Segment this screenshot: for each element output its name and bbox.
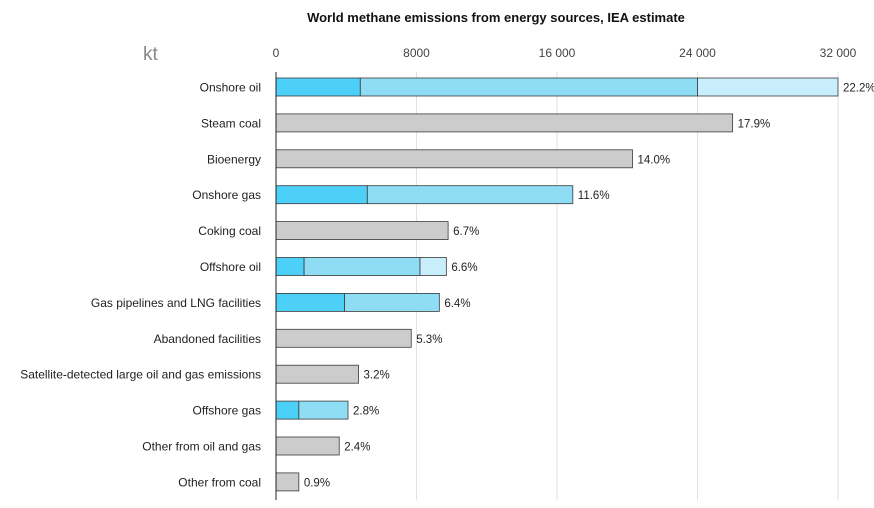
- category-label: Satellite-detected large oil and gas emi…: [20, 368, 261, 382]
- bar-segment: [275, 77, 361, 97]
- bar-segment: [419, 257, 447, 276]
- x-tick-label: 0: [273, 46, 280, 60]
- bar-segment: [344, 292, 440, 312]
- category-label: Onshore oil: [200, 81, 261, 95]
- share-label: 0.9%: [304, 477, 330, 489]
- bar-segment: [697, 77, 839, 97]
- category-label: Offshore gas: [193, 404, 261, 418]
- category-label: Coking coal: [198, 224, 261, 238]
- bar-segment: [275, 257, 305, 276]
- grid-lines: [416, 72, 839, 500]
- share-label: 2.4%: [344, 442, 370, 454]
- bar-segment: [359, 77, 698, 97]
- x-axis-ticks: 0 8000 16 000 24 000 32 000: [273, 46, 857, 60]
- bar-segment: [275, 149, 633, 169]
- bar-segment: [275, 221, 449, 241]
- category-label: Onshore gas: [192, 188, 261, 202]
- share-label: 17.9%: [738, 118, 771, 130]
- bar-segment: [275, 292, 345, 312]
- share-label: 6.6%: [451, 262, 477, 274]
- share-label: 14.0%: [638, 154, 671, 166]
- category-label: Abandoned facilities: [154, 332, 261, 346]
- bar-segment: [275, 328, 412, 348]
- bar-segment: [303, 257, 421, 276]
- category-label: Other from oil and gas: [142, 440, 261, 454]
- share-label: 3.2%: [364, 370, 390, 382]
- category-label: Gas pipelines and LNG facilities: [91, 296, 261, 310]
- bar-segment: [275, 436, 340, 456]
- bar-segment: [275, 113, 734, 133]
- share-labels: 22.2% 17.9% 14.0% 11.6% 6.7% 6.6% 6.4% 5.3% 3.2%…: [304, 83, 874, 490]
- share-label: 22.2%: [843, 83, 874, 95]
- x-tick-label: 16 000: [539, 46, 576, 60]
- category-labels: Onshore oil Steam coal Bioenergy Onshore ga…: [20, 81, 261, 490]
- share-label: 5.3%: [416, 334, 442, 346]
- share-label: 6.4%: [444, 298, 470, 310]
- x-tick-label: 32 000: [820, 46, 857, 60]
- category-label: Bioenergy: [207, 152, 261, 166]
- chart-title: World methane emissions from energy sour…: [307, 10, 685, 25]
- unit-label: kt: [143, 44, 158, 65]
- bar-segment: [275, 364, 359, 384]
- share-label: 11.6%: [578, 190, 610, 202]
- bar-segment: [275, 472, 300, 492]
- bar-segment: [275, 400, 300, 420]
- category-label: Steam coal: [201, 116, 261, 130]
- share-label: 6.7%: [453, 226, 479, 238]
- bar-segment: [366, 185, 574, 205]
- share-label: 2.8%: [353, 406, 379, 418]
- bar-segment: [275, 185, 368, 205]
- category-label: Offshore oil: [200, 260, 261, 274]
- x-tick-label: 24 000: [679, 46, 716, 60]
- bar-segment: [298, 400, 349, 420]
- x-tick-label: 8000: [403, 46, 430, 60]
- bars: [275, 77, 839, 492]
- category-label: Other from coal: [178, 475, 261, 489]
